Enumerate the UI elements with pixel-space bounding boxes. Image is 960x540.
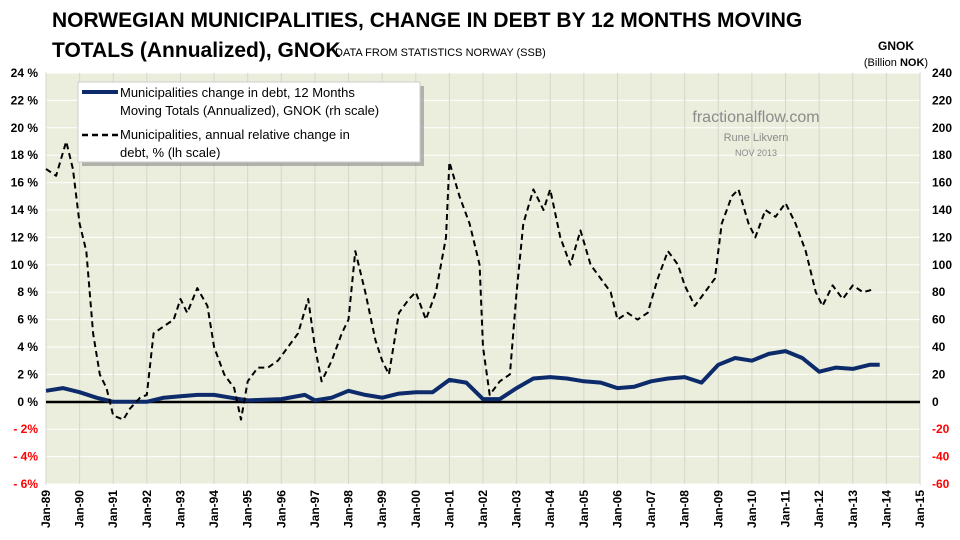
x-tick-label: Jan-89 (39, 490, 53, 528)
x-tick-label: Jan-00 (409, 490, 423, 528)
y-tick-right: 160 (932, 176, 952, 190)
x-tick-label: Jan-04 (543, 490, 557, 528)
data-source: DATA FROM STATISTICS NORWAY (SSB) (335, 47, 546, 59)
x-tick-label: Jan-10 (745, 490, 759, 528)
y-tick-left: 10 % (11, 258, 39, 272)
chart-title-line2: TOTALS (Annualized), GNOK (52, 39, 341, 62)
y-tick-left: - 6% (13, 477, 38, 491)
watermark-author: Rune Likvern (724, 132, 789, 144)
legend-label-gnok-1: Municipalities change in debt, 12 Months (120, 85, 355, 100)
x-tick-label: Jan-94 (207, 490, 221, 528)
y-tick-right: 120 (932, 230, 952, 244)
x-tick-label: Jan-99 (375, 490, 389, 528)
y-tick-left: 4 % (17, 340, 38, 354)
y-tick-right: 240 (932, 66, 952, 80)
legend: Municipalities change in debt, 12 Months… (77, 81, 424, 166)
y-tick-left: 20 % (11, 121, 39, 135)
x-tick-label: Jan-92 (140, 490, 154, 528)
right-axis-unit: (Billion NOK) (864, 57, 928, 69)
y-tick-right: 60 (932, 313, 946, 327)
y-tick-right: 20 (932, 367, 946, 381)
y-tick-left: 12 % (11, 230, 39, 244)
legend-label-percent-2: debt, % (lh scale) (120, 145, 220, 160)
x-tick-label: Jan-95 (241, 490, 255, 528)
chart-title-line1: NORWEGIAN MUNICIPALITIES, CHANGE IN DEBT… (52, 9, 802, 32)
y-tick-right: -40 (932, 450, 950, 464)
x-tick-label: Jan-13 (846, 490, 860, 528)
x-tick-label: Jan-03 (510, 490, 524, 528)
y-tick-right: 220 (932, 93, 952, 107)
y-tick-left: - 4% (13, 450, 38, 464)
x-tick-label: Jan-11 (779, 490, 793, 528)
legend-label-percent-1: Municipalities, annual relative change i… (120, 127, 350, 142)
y-tick-left: 14 % (11, 203, 39, 217)
x-tick-label: Jan-01 (442, 490, 456, 528)
watermark-date: NOV 2013 (735, 148, 777, 158)
y-tick-left: 6 % (17, 313, 38, 327)
y-tick-right: -20 (932, 422, 950, 436)
x-tick-label: Jan-91 (106, 490, 120, 528)
y-tick-right: 180 (932, 148, 952, 162)
legend-label-gnok-2: Moving Totals (Annualized), GNOK (rh sca… (120, 103, 379, 118)
x-tick-label: Jan-14 (879, 490, 893, 528)
y-tick-left: 22 % (11, 93, 39, 107)
y-tick-left: 24 % (11, 66, 39, 80)
x-tick-label: Jan-02 (476, 490, 490, 528)
right-axis-title: GNOK (878, 39, 914, 53)
gridlines (45, 72, 921, 485)
x-tick-label: Jan-12 (812, 490, 826, 528)
y-tick-left: - 2% (13, 422, 38, 436)
x-tick-label: Jan-98 (342, 490, 356, 528)
x-tick-label: Jan-96 (274, 490, 288, 528)
x-tick-label: Jan-93 (173, 490, 187, 528)
y-tick-left: 18 % (11, 148, 39, 162)
watermark: fractionalflow.com Rune Likvern NOV 2013 (692, 109, 819, 158)
y-tick-left: 16 % (11, 176, 39, 190)
x-tick-label: Jan-06 (610, 490, 624, 528)
y-tick-left: 0 % (17, 395, 38, 409)
y-tick-right: 0 (932, 395, 939, 409)
x-tick-label: Jan-90 (73, 490, 87, 528)
y-tick-right: 80 (932, 285, 946, 299)
x-tick-label: Jan-08 (678, 490, 692, 528)
y-tick-right: 200 (932, 121, 952, 135)
x-tick-label: Jan-15 (913, 490, 927, 528)
y-tick-right: 140 (932, 203, 952, 217)
y-tick-right: 100 (932, 258, 952, 272)
x-tick-label: Jan-09 (711, 490, 725, 528)
x-tick-label: Jan-07 (644, 490, 658, 528)
y-tick-right: 40 (932, 340, 946, 354)
y-tick-left: 2 % (17, 367, 38, 381)
series-lines (45, 140, 880, 421)
x-tick-label: Jan-97 (308, 490, 322, 528)
y-tick-left: 8 % (17, 285, 38, 299)
y-tick-right: -60 (932, 477, 950, 491)
watermark-site: fractionalflow.com (692, 109, 819, 126)
x-tick-label: Jan-05 (577, 490, 591, 528)
